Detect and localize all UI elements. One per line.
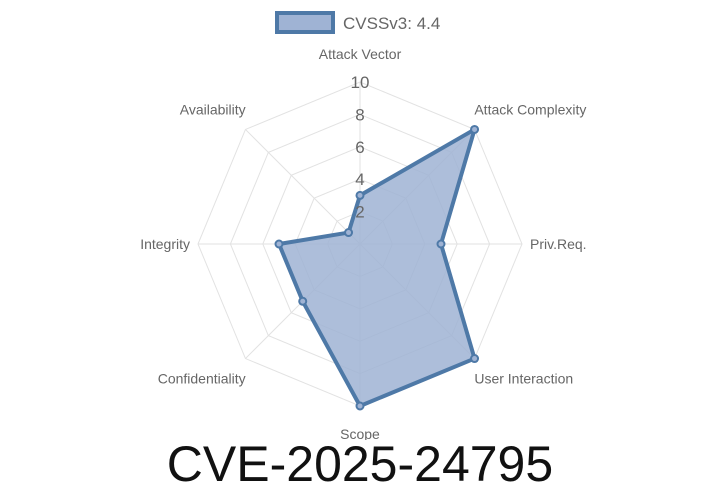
axis-label: Availability: [180, 102, 246, 118]
radar-chart: Attack Vector Attack Complexity Priv.Req. U…: [140, 11, 587, 440]
axis-label: Confidentiality: [158, 370, 246, 386]
tick-label: 6: [355, 138, 364, 157]
tick-labels: 2 4 6 8 10: [351, 73, 370, 222]
axis-label: Priv.Req.: [530, 236, 587, 252]
axis-label: User Interaction: [474, 370, 573, 386]
tick-label: 2: [355, 203, 364, 222]
data-point[interactable]: [355, 190, 365, 200]
axis-label: Attack Complexity: [474, 102, 586, 118]
data-point[interactable]: [344, 228, 354, 238]
cve-title: CVE-2025-24795: [166, 436, 554, 492]
axis-spoke: [245, 129, 361, 245]
axis-label: Integrity: [140, 236, 190, 252]
data-point[interactable]: [298, 296, 308, 306]
axis-label: Scope: [340, 426, 380, 440]
data-point[interactable]: [274, 239, 284, 249]
tick-label: 10: [351, 73, 370, 92]
data-point[interactable]: [436, 239, 446, 249]
legend-label: CVSSv3: 4.4: [343, 14, 440, 33]
data-point[interactable]: [470, 124, 480, 134]
series-area: [277, 127, 477, 408]
tick-label: 4: [355, 170, 364, 189]
axis-labels: Attack Vector Attack Complexity Priv.Req. U…: [140, 46, 586, 440]
data-point[interactable]: [470, 354, 480, 364]
data-point[interactable]: [355, 401, 365, 411]
tick-label: 8: [355, 105, 364, 124]
legend-swatch[interactable]: [275, 11, 335, 34]
legend[interactable]: CVSSv3: 4.4: [275, 11, 440, 34]
series-layer: [274, 124, 480, 411]
axis-label: Attack Vector: [319, 46, 402, 62]
